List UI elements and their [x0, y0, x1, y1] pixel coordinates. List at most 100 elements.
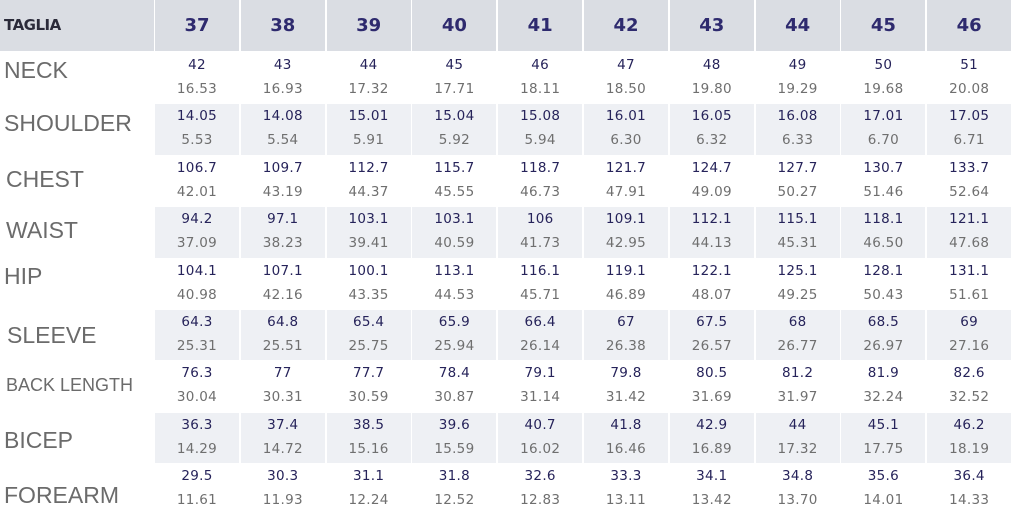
measurement-cell: 76.3 30.04 — [155, 361, 239, 412]
measurement-cell: 42 16.53 — [155, 53, 239, 104]
cm-value: 100.1 — [348, 262, 389, 279]
measurement-label: WAIST — [6, 217, 78, 244]
measurement-label: SHOULDER — [4, 110, 132, 137]
measurement-cell: 118.1 46.50 — [841, 207, 926, 258]
inch-value: 6.33 — [781, 132, 814, 149]
cm-value: 65.9 — [438, 314, 471, 330]
cm-value: 79.8 — [610, 365, 642, 382]
inch-value: 5.53 — [181, 132, 213, 149]
cm-value: 112.7 — [348, 159, 389, 176]
size-header-4: 41 — [498, 0, 583, 51]
measurement-cell: 65.4 25.75 — [326, 310, 411, 361]
inch-value: 17.32 — [777, 440, 818, 457]
measurement-cell: 45 17.71 — [412, 53, 497, 104]
inch-value: 45.55 — [434, 183, 475, 200]
cm-value: 48 — [702, 57, 721, 73]
inch-value: 40.98 — [176, 286, 218, 303]
inch-value: 17.32 — [348, 81, 389, 97]
measurement-cell: 40.7 16.02 — [498, 412, 583, 464]
size-header-6: 43 — [669, 0, 754, 51]
measurement-label: BICEP — [4, 426, 74, 453]
measurement-cell: 100.1 43.35 — [326, 258, 411, 309]
inch-value: 51.46 — [863, 183, 904, 200]
inch-value: 31.14 — [520, 389, 561, 406]
measurement-cell: 39.6 15.59 — [412, 412, 497, 464]
measurement-cell: 69 27.16 — [927, 310, 1012, 361]
inch-value: 31.97 — [777, 389, 818, 406]
cm-value: 34.1 — [696, 468, 728, 485]
size-header-2: 39 — [326, 0, 411, 51]
cm-value: 79.1 — [524, 365, 556, 382]
measurement-cell: 16.01 6.30 — [584, 104, 668, 155]
cm-value: 107.1 — [262, 262, 303, 279]
inch-value: 14.72 — [262, 440, 303, 457]
cm-value: 45.1 — [867, 416, 900, 433]
cm-value: 41.8 — [610, 416, 642, 433]
inch-value: 48.07 — [691, 286, 732, 303]
measurement-cell: 125.1 49.25 — [755, 258, 840, 309]
inch-value: 13.11 — [605, 492, 647, 509]
measurement-cell: 121.7 47.91 — [584, 155, 668, 207]
cm-value: 29.5 — [181, 468, 213, 485]
measurement-cell: 77.7 30.59 — [326, 361, 411, 412]
measurement-cell: 64.8 25.51 — [240, 310, 325, 361]
measurement-cell: 77 30.31 — [240, 361, 325, 412]
measurement-cell: 97.1 38.23 — [240, 207, 325, 258]
inch-value: 11.61 — [176, 492, 218, 509]
cm-value: 106.7 — [176, 159, 218, 176]
cm-value: 127.7 — [777, 159, 818, 176]
cm-value: 51 — [960, 57, 979, 73]
cm-value: 77 — [273, 365, 292, 382]
cm-value: 131.1 — [949, 262, 990, 279]
cm-value: 116.1 — [520, 262, 561, 279]
inch-value: 15.59 — [434, 440, 475, 457]
inch-value: 25.75 — [348, 338, 389, 354]
cm-value: 78.4 — [438, 365, 471, 382]
measurement-cell: 115.1 45.31 — [755, 207, 840, 258]
inch-value: 32.24 — [863, 389, 904, 406]
inch-value: 16.02 — [520, 440, 561, 457]
measurement-label: HIP — [4, 262, 43, 289]
cm-value: 17.01 — [863, 108, 904, 125]
measurement-cell: 65.9 25.94 — [412, 310, 497, 361]
measurement-cell: 51 20.08 — [927, 53, 1012, 104]
measurement-cell: 17.05 6.71 — [927, 104, 1012, 155]
inch-value: 31.42 — [605, 389, 647, 406]
cm-value: 15.01 — [348, 108, 389, 125]
measurement-cell: 49 19.29 — [755, 53, 840, 104]
cm-value: 121.7 — [605, 159, 647, 176]
measurement-row: FOREARM 29.5 11.61 30.3 11.93 31.1 12.24 31.8 12… — [0, 464, 1013, 515]
measurement-cell: 32.6 12.83 — [498, 464, 583, 515]
inch-value: 17.71 — [434, 81, 475, 97]
measurement-cell: 68.5 26.97 — [841, 310, 926, 361]
cm-value: 14.08 — [262, 108, 303, 125]
measurement-cell: 109.1 42.95 — [584, 207, 668, 258]
measurement-cell: 35.6 14.01 — [841, 464, 926, 515]
measurement-row: HIP 104.1 40.98 107.1 42.16 100.1 43.35 113.1 44… — [0, 258, 1013, 309]
measurement-cell: 104.1 40.98 — [155, 258, 239, 309]
inch-value: 25.94 — [434, 338, 475, 354]
measurement-cell: 81.9 32.24 — [841, 361, 926, 412]
inch-value: 27.16 — [949, 338, 990, 354]
cm-value: 42.9 — [696, 416, 728, 433]
cm-value: 17.05 — [949, 108, 990, 125]
measurement-cell: 68 26.77 — [755, 310, 840, 361]
measurement-cell: 128.1 50.43 — [841, 258, 926, 309]
measurement-row: BACK LENGTH 76.3 30.04 77 30.31 77.7 30.59 78.4… — [0, 361, 1013, 412]
inch-value: 26.57 — [691, 338, 732, 354]
inch-value: 6.32 — [696, 132, 728, 149]
cm-value: 45 — [445, 57, 464, 73]
cm-value: 15.08 — [520, 108, 561, 125]
cm-value: 16.05 — [691, 108, 732, 125]
measurement-row: BICEP 36.3 14.29 37.4 14.72 38.5 15.16 39.6 15.5… — [0, 412, 1013, 464]
measurement-cell: 79.1 31.14 — [498, 361, 583, 412]
cm-value: 40.7 — [524, 416, 556, 433]
measurement-cell: 14.05 5.53 — [155, 104, 239, 155]
measurement-cell: 41.8 16.46 — [584, 412, 668, 464]
inch-value: 38.23 — [262, 235, 303, 252]
cm-value: 16.08 — [777, 108, 818, 125]
inch-value: 31.69 — [691, 389, 732, 406]
cm-value: 119.1 — [605, 262, 647, 279]
measurement-cell: 127.7 50.27 — [755, 155, 840, 207]
measurement-cell: 79.8 31.42 — [584, 361, 668, 412]
